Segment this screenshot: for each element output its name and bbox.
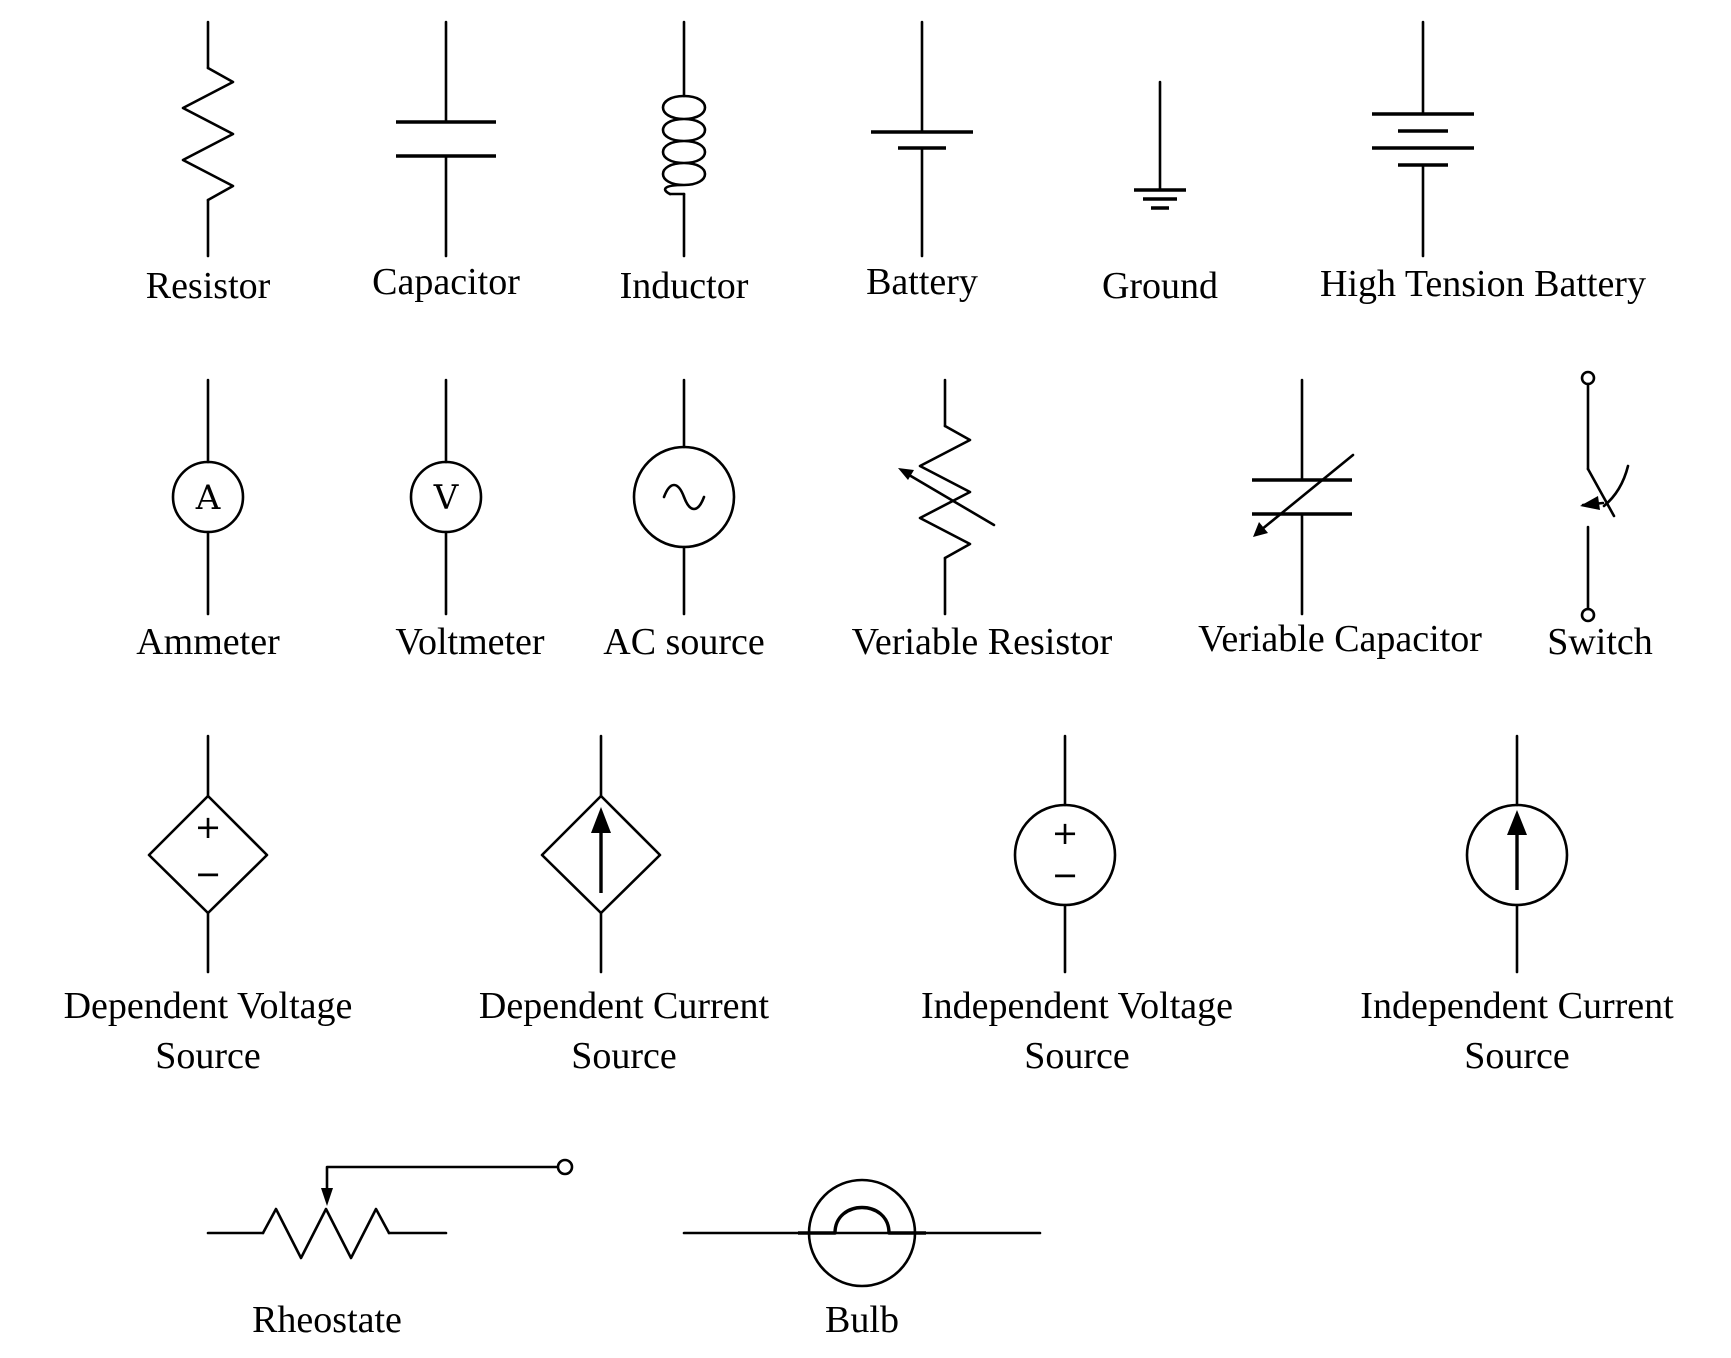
resistor-symbol <box>181 20 235 258</box>
independent-voltage-label-2: Source <box>1024 1035 1130 1077</box>
variable-resistor-symbol <box>898 378 996 616</box>
variable-capacitor-symbol <box>1252 378 1355 616</box>
battery-label: Battery <box>866 261 978 303</box>
independent-current-label-2: Source <box>1464 1035 1570 1077</box>
switch-label: Switch <box>1547 621 1653 663</box>
switch-symbol <box>1580 370 1630 623</box>
dependent-voltage-label-1: Dependent Voltage <box>64 985 353 1027</box>
dep-voltage-plus: + <box>195 808 222 846</box>
dependent-voltage-source-symbol <box>147 734 269 974</box>
ind-voltage-minus: − <box>1052 856 1079 894</box>
resistor-label: Resistor <box>146 265 271 307</box>
inductor-symbol <box>661 20 707 258</box>
variable-resistor-label: Veriable Resistor <box>852 621 1113 663</box>
voltmeter-letter: V <box>433 478 460 518</box>
dependent-current-source-symbol <box>540 734 662 974</box>
ground-label: Ground <box>1102 265 1218 307</box>
rheostat-label: Rheostate <box>252 1299 402 1341</box>
bulb-label: Bulb <box>825 1299 899 1341</box>
independent-current-label-1: Independent Current <box>1360 985 1674 1027</box>
high-tension-battery-symbol <box>1372 20 1474 258</box>
bulb-symbol <box>682 1178 1042 1288</box>
independent-voltage-label-1: Independent Voltage <box>921 985 1233 1027</box>
independent-voltage-source-symbol <box>1013 734 1117 974</box>
high-tension-battery-label: High Tension Battery <box>1320 263 1646 305</box>
rheostat-symbol <box>206 1158 574 1260</box>
ammeter-symbol <box>171 378 245 616</box>
inductor-label: Inductor <box>620 265 749 307</box>
ground-symbol <box>1134 80 1186 210</box>
capacitor-symbol <box>396 20 496 258</box>
capacitor-label: Capacitor <box>372 261 520 303</box>
dependent-voltage-label-2: Source <box>155 1035 261 1077</box>
ac-source-label: AC source <box>603 621 764 663</box>
dependent-current-label-1: Dependent Current <box>479 985 770 1027</box>
variable-capacitor-label: Veriable Capacitor <box>1198 618 1482 660</box>
voltmeter-symbol <box>409 378 483 616</box>
dependent-current-label-2: Source <box>571 1035 677 1077</box>
ammeter-label: Ammeter <box>136 621 280 663</box>
voltmeter-label: Voltmeter <box>395 621 545 663</box>
battery-symbol <box>871 20 973 258</box>
ac-source-symbol <box>632 378 736 616</box>
ammeter-letter: A <box>195 478 221 518</box>
ind-voltage-plus: + <box>1052 814 1079 852</box>
dep-voltage-minus: − <box>195 855 222 893</box>
independent-current-source-symbol <box>1465 734 1569 974</box>
